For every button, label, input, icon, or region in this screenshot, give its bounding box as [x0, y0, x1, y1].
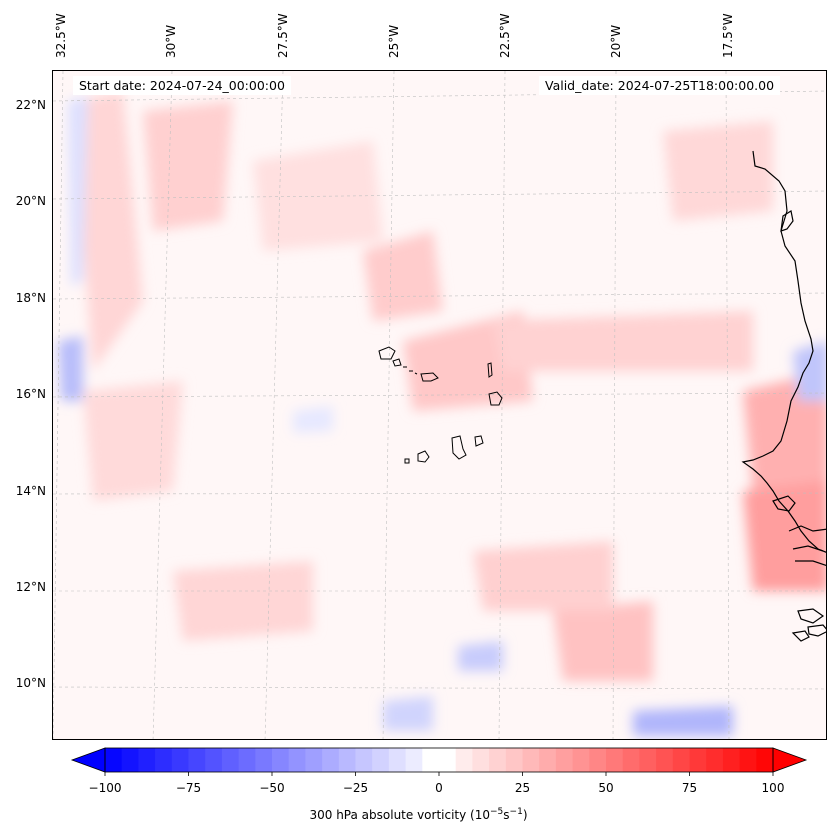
lat-label-16n: 16°N — [15, 387, 46, 401]
colorbar-tick-label: −25 — [342, 781, 369, 795]
vorticity-field — [53, 71, 826, 739]
map-panel[interactable] — [52, 70, 827, 740]
colorbar-cell — [255, 748, 273, 772]
colorbar-tick-label: 25 — [514, 781, 531, 795]
colorbar-cell — [439, 748, 457, 772]
colorbar-tick-label: 75 — [681, 781, 698, 795]
colorbar-cell — [422, 748, 440, 772]
colorbar-cells — [105, 748, 774, 772]
lon-label-32-5w: 32.5°W — [54, 13, 68, 58]
cape-verde-islands — [378, 346, 503, 464]
colorbar-cell — [539, 748, 557, 772]
colorbar-cell — [155, 748, 173, 772]
vorticity-patches — [58, 91, 826, 736]
colorbar-cell — [639, 748, 657, 772]
lon-label-27-5w: 27.5°W — [276, 13, 290, 58]
lon-label-30w: 30°W — [164, 24, 178, 58]
colorbar-cell — [405, 748, 423, 772]
colorbar-cell — [656, 748, 674, 772]
colorbar-cell — [272, 748, 290, 772]
colorbar-cell — [505, 748, 523, 772]
colorbar-tickmarks — [104, 772, 774, 776]
colorbar-cell — [205, 748, 223, 772]
colorbar-cell — [672, 748, 690, 772]
colorbar-cell — [355, 748, 373, 772]
start-date-label: Start date: 2024-07-24_00:00:00 — [73, 76, 291, 95]
colorbar-cell — [589, 748, 607, 772]
colorbar-cell — [238, 748, 256, 772]
colorbar-cell — [606, 748, 624, 772]
colorbar-cell — [305, 748, 323, 772]
lat-label-10n: 10°N — [15, 676, 46, 690]
lon-label-22-5w: 22.5°W — [498, 13, 512, 58]
colorbar-cell — [322, 748, 340, 772]
lat-label-20n: 20°N — [15, 194, 46, 208]
colorbar-cell — [388, 748, 407, 772]
colorbar-max-extend — [772, 747, 808, 773]
colorbar-cell — [489, 748, 507, 772]
colorbar-cell — [105, 748, 123, 772]
colorbar-cell — [572, 748, 590, 772]
lon-label-17-5w: 17.5°W — [721, 13, 735, 58]
lat-label-12n: 12°N — [15, 580, 46, 594]
colorbar-frame — [104, 747, 774, 773]
colorbar-cell — [188, 748, 206, 772]
colorbar-cell — [689, 748, 707, 772]
colorbar-cell — [706, 748, 724, 772]
colorbar-cell — [739, 748, 757, 772]
colorbar-cell — [756, 748, 774, 772]
colorbar-cell — [622, 748, 640, 772]
lat-label-22n: 22°N — [15, 98, 46, 112]
valid-date-label: Valid_date: 2024-07-25T18:00:00.00 — [539, 76, 781, 95]
colorbar-tick-label: 100 — [761, 781, 785, 795]
colorbar-cell — [221, 748, 240, 772]
colorbar-tick-label: 0 — [435, 781, 443, 795]
colorbar-cell — [171, 748, 189, 772]
colorbar-cell — [138, 748, 156, 772]
colorbar-cell — [472, 748, 490, 772]
colorbar-tick-label: −50 — [259, 781, 285, 795]
colorbar-tick-label: −75 — [175, 781, 202, 795]
colorbar-tick-label: 50 — [598, 781, 614, 795]
colorbar-label: 300 hPa absolute vorticity (10−5s−1) — [309, 807, 528, 822]
lat-label-18n: 18°N — [15, 291, 46, 305]
colorbar-cell — [455, 748, 473, 772]
colorbar-cell — [372, 748, 390, 772]
colorbar-cell — [288, 748, 306, 772]
coastline — [741, 150, 826, 642]
lon-label-25w: 25°W — [387, 24, 401, 58]
colorbar-min-extend — [70, 747, 106, 773]
colorbar-cell — [121, 748, 139, 772]
colorbar-cell — [338, 748, 356, 772]
colorbar-tick-label: −100 — [88, 781, 122, 795]
graticule — [53, 71, 826, 739]
colorbar-cell — [722, 748, 741, 772]
colorbar-cell — [522, 748, 540, 772]
lon-label-20w: 20°W — [609, 24, 623, 58]
colorbar-cell — [555, 748, 574, 772]
lat-label-14n: 14°N — [15, 484, 46, 498]
